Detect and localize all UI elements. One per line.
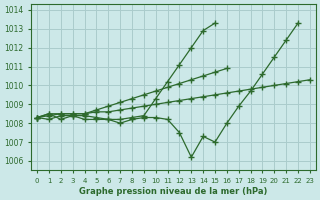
X-axis label: Graphe pression niveau de la mer (hPa): Graphe pression niveau de la mer (hPa) (79, 187, 268, 196)
